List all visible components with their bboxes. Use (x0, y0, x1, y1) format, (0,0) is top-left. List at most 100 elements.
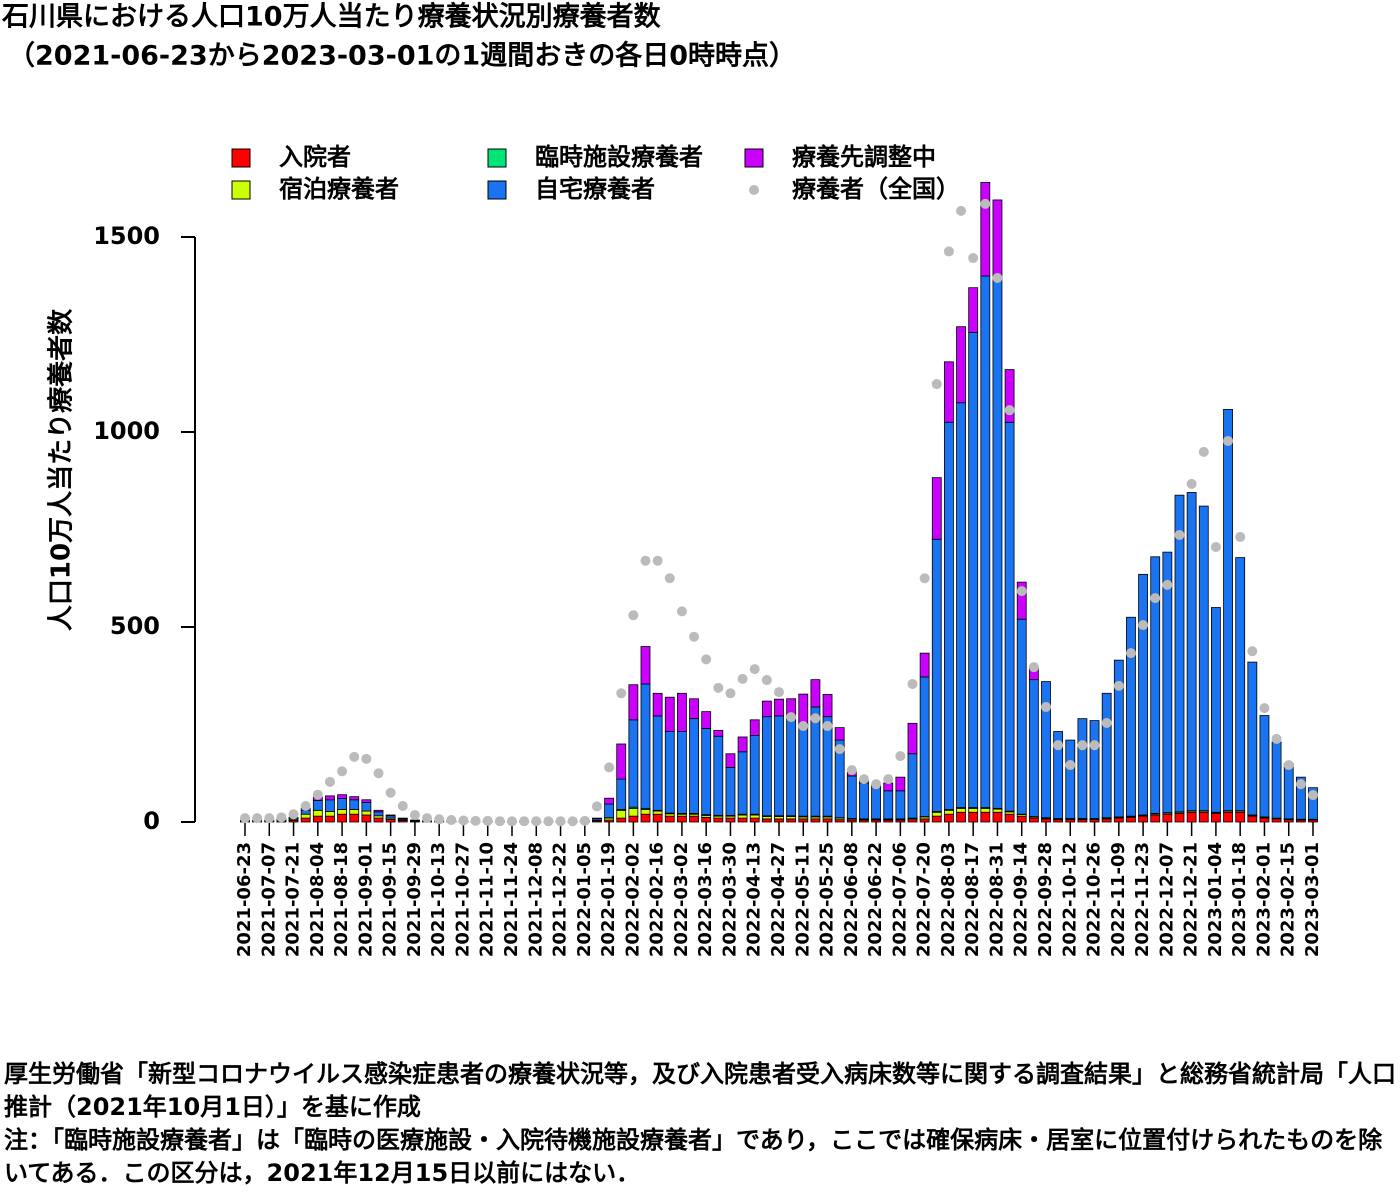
x-tick-label: 2022-07-06 (889, 842, 910, 957)
bar-segment (1016, 581, 1027, 620)
bar-segment (713, 735, 724, 816)
x-tick-label: 2022-04-13 (744, 842, 765, 957)
bar-segment (931, 477, 942, 540)
bar-segment (907, 722, 918, 755)
x-tick-label: 2022-12-21 (1181, 842, 1202, 957)
national-point (1065, 760, 1076, 771)
bar-segment (1028, 817, 1039, 823)
bar-segment (616, 809, 627, 819)
bar-segment (895, 776, 906, 792)
bar-segment (859, 782, 869, 820)
national-point (1259, 703, 1270, 714)
national-point (300, 801, 311, 812)
national-point (312, 789, 323, 800)
bar-segment (822, 694, 833, 718)
bar-segment (373, 811, 384, 817)
x-tick-label: 2022-11-09 (1108, 842, 1129, 957)
national-point (1077, 740, 1088, 751)
bar-segment (968, 807, 979, 813)
bar-segment (798, 693, 809, 725)
x-tick-label: 2022-09-28 (1035, 842, 1056, 957)
x-tick-label: 2021-10-13 (428, 842, 449, 957)
x-tick-label: 2022-08-17 (962, 842, 983, 957)
national-point (1271, 733, 1282, 744)
legend-label: 療養者（全国） (792, 175, 960, 203)
bar-segment (628, 684, 639, 721)
national-point (422, 813, 433, 824)
x-tick-label: 2021-09-01 (355, 842, 376, 957)
national-point (1041, 701, 1051, 712)
bar-segment (1211, 813, 1221, 823)
bar-segment (300, 817, 311, 823)
national-point (264, 813, 275, 824)
bar-segment (980, 275, 991, 808)
legend-swatch (231, 148, 251, 168)
x-tick-label: 2021-07-07 (258, 842, 279, 957)
national-point (943, 246, 954, 257)
x-tick-label: 2023-02-15 (1278, 842, 1299, 957)
national-point (494, 816, 505, 827)
national-point (555, 816, 566, 827)
bar-segment (749, 817, 760, 823)
national-point (956, 205, 967, 216)
national-point (907, 678, 918, 689)
bar-segment (677, 731, 687, 814)
legend-label: 宿泊療養者 (279, 175, 399, 203)
national-point (725, 688, 736, 699)
national-point (591, 801, 602, 812)
national-point (519, 816, 530, 827)
bar-segment (652, 810, 663, 815)
bar-segment (312, 815, 323, 823)
legend-swatch (744, 148, 764, 168)
bar-segment (931, 815, 942, 823)
bar-segment (774, 818, 784, 823)
national-point (652, 555, 663, 566)
bar-segment (1089, 720, 1100, 819)
bar-segment (713, 817, 724, 823)
bar-segment (337, 798, 347, 810)
bar-segment (325, 811, 335, 817)
bar-segment (992, 277, 1003, 809)
bar-segment (822, 818, 833, 823)
national-point (1235, 531, 1246, 542)
bar-segment (664, 696, 675, 732)
national-point (1089, 740, 1100, 751)
national-point (252, 813, 263, 824)
bar-segment (1259, 715, 1270, 818)
bar-segment (312, 809, 323, 817)
bar-segment (1004, 369, 1015, 423)
national-point (1138, 620, 1149, 631)
bar-segment (1065, 739, 1076, 819)
national-point (628, 610, 639, 621)
national-point (1150, 593, 1161, 604)
x-tick-label: 2022-03-02 (671, 842, 692, 957)
bar-segment (628, 719, 639, 808)
x-tick-label: 2021-12-08 (525, 842, 546, 957)
bar-segment (846, 775, 857, 819)
bar-segment (677, 692, 687, 732)
bar-segment (761, 700, 772, 718)
national-point (640, 555, 651, 566)
national-point (883, 774, 894, 785)
national-point (579, 815, 590, 826)
x-tick-label: 2021-06-23 (234, 842, 255, 957)
bar-segment (798, 818, 809, 823)
x-tick-label: 2021-11-24 (501, 842, 522, 957)
bar-segment (1174, 813, 1185, 823)
bar-segment (312, 800, 323, 811)
national-point (676, 606, 687, 617)
bar-segment (774, 698, 784, 717)
bar-segment (1126, 816, 1136, 823)
bar-segment (737, 817, 748, 823)
bar-segment (628, 815, 639, 823)
bar-segment (786, 818, 797, 823)
bar-segment (628, 807, 639, 817)
bar-segment (737, 814, 748, 819)
bar-segment (1259, 817, 1270, 823)
national-point (846, 765, 857, 776)
x-tick-label: 2021-08-04 (307, 842, 328, 957)
bar-segment (1308, 787, 1318, 820)
bar-segment (883, 782, 894, 792)
bar-segment (968, 811, 979, 823)
national-point (1186, 478, 1197, 489)
